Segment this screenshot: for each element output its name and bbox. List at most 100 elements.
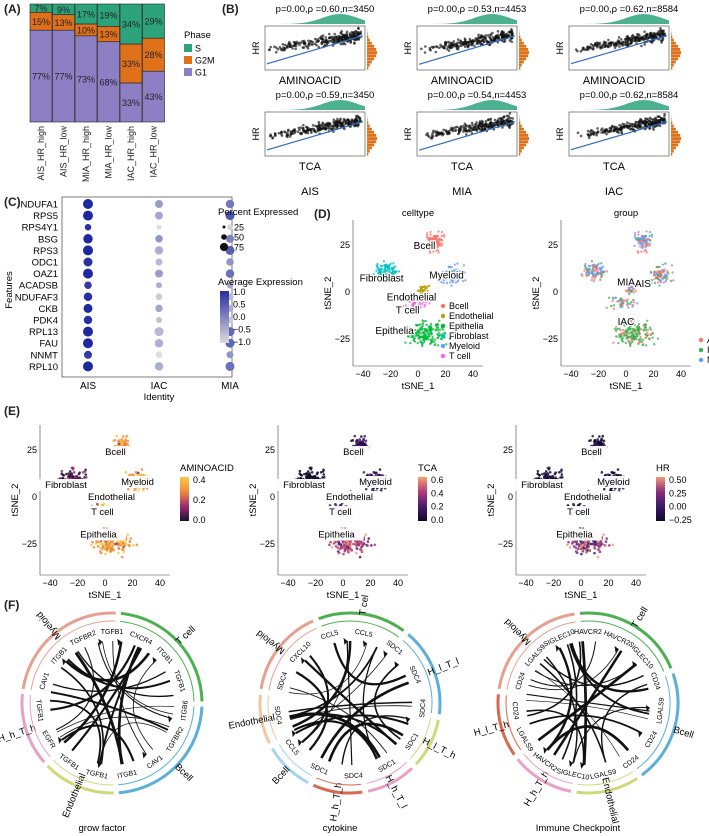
scatter-point xyxy=(632,124,636,128)
colorbar-0 xyxy=(180,477,189,521)
colorbar-tick-1-0: 0.6 xyxy=(431,475,444,485)
dotplot-xlabel: Identity xyxy=(144,392,175,403)
tsne-point xyxy=(642,328,646,332)
scatter-frame-1-0 xyxy=(264,111,366,157)
scatter-point xyxy=(625,121,629,124)
group-label-IAC: IAC xyxy=(605,186,623,198)
tsne-point xyxy=(628,335,631,339)
scatter-point xyxy=(634,120,638,124)
feature-point xyxy=(572,540,575,544)
tsne-x-tick-0-1: −20 xyxy=(383,369,398,379)
chord-gene-2-11: SIGLEC10 xyxy=(556,768,590,782)
legend-label-1-1: IAC xyxy=(707,345,709,355)
scatter-point xyxy=(329,39,333,43)
tsne-x-tick-0-4: 40 xyxy=(468,369,478,379)
tsne-x-tick-0-3: 20 xyxy=(440,369,450,379)
chord-gene-2-3: HAVCR2 xyxy=(574,629,602,636)
scatter-point xyxy=(661,32,664,36)
feature-point xyxy=(105,549,109,553)
feature-point xyxy=(355,551,358,555)
tsne-point xyxy=(418,298,421,301)
feature-point xyxy=(597,441,600,445)
scatter-point xyxy=(353,42,356,45)
tsne-point xyxy=(625,337,628,340)
chord-link xyxy=(333,642,407,686)
tsne-point xyxy=(628,332,631,335)
chord-link xyxy=(289,646,378,718)
tsne-point xyxy=(449,281,452,284)
chord-gene-0-11: TGFB1 xyxy=(85,769,109,781)
feature-point xyxy=(360,550,364,554)
tsne-point xyxy=(612,304,616,307)
feature-point xyxy=(102,546,106,550)
tsne-point xyxy=(616,327,619,331)
scatter-point xyxy=(633,39,637,43)
feature-point xyxy=(593,551,596,555)
scatter-point xyxy=(582,46,585,50)
colorbar-tick-0-2: 0.0 xyxy=(193,515,206,525)
feature-point xyxy=(111,540,114,544)
density-right-bar xyxy=(367,54,377,58)
tsne-point xyxy=(633,330,637,333)
scatter-point xyxy=(354,117,358,121)
tsne-point xyxy=(440,244,443,247)
scatter-point xyxy=(311,127,315,131)
scatter-point xyxy=(637,126,640,129)
scatter-point xyxy=(481,128,485,131)
density-right-bar xyxy=(367,140,377,144)
dot-RPL13-IAC xyxy=(154,327,164,337)
scatter-point xyxy=(592,130,596,134)
scatter-point xyxy=(654,116,657,120)
feature-point xyxy=(110,549,113,552)
bar-label-S-AIS_HR_high: 7% xyxy=(34,4,47,14)
scatter-point xyxy=(288,42,291,46)
scatter-point xyxy=(657,31,660,35)
scatter-point xyxy=(590,132,594,135)
scatter-point xyxy=(283,43,287,47)
tsne-point xyxy=(428,284,431,287)
bar-G1-AIS_HR_low xyxy=(52,29,75,123)
scatter-point xyxy=(278,46,282,49)
e-x-tick-1-4: 40 xyxy=(393,578,403,588)
chord-link xyxy=(132,659,157,750)
scatter-point xyxy=(618,127,622,130)
scatter-point xyxy=(320,35,323,38)
tsne-point xyxy=(405,328,409,331)
bar-label-G1-IAC_HR_low: 43% xyxy=(144,92,162,102)
scatter-point xyxy=(610,124,614,128)
tsne-point xyxy=(619,336,623,339)
feature-point xyxy=(92,546,96,549)
tsne-point xyxy=(404,307,407,311)
feature-point xyxy=(75,475,78,478)
e-y-tick-1-1: 0 xyxy=(270,492,275,502)
tsne-point xyxy=(645,251,648,254)
scatter-point xyxy=(623,123,626,126)
feature-point xyxy=(344,546,348,550)
tsne-point xyxy=(648,326,652,329)
tsne-point xyxy=(428,237,432,240)
legend-label-0-0: Bcell xyxy=(449,301,469,311)
chord-arrow xyxy=(152,656,157,664)
dot-NDUFAF3-AIS xyxy=(83,292,93,302)
tsne-point xyxy=(429,341,433,345)
tsne-point xyxy=(421,302,424,306)
tsne-point xyxy=(436,332,439,336)
chord-gene-1-12: SDC4 xyxy=(273,706,283,726)
chord-link xyxy=(289,687,388,754)
scatter-point xyxy=(320,124,324,128)
label-box-2-0 xyxy=(574,446,608,458)
bar-label-G1-MIA_HR_high: 73% xyxy=(77,74,95,84)
tsne-point xyxy=(609,304,613,308)
e-cluster-label-1-1: Fibroblast xyxy=(283,480,325,491)
density-right-bar xyxy=(671,60,676,64)
tsne-point xyxy=(662,281,666,284)
scatter-point xyxy=(288,135,292,138)
chart-b-scatter-grid: p=0.00,ρ =0.60,n=3450HRAMINOACIDp=0.00,ρ… xyxy=(251,4,681,198)
tsne-point xyxy=(666,271,669,274)
dot-NDUFA1-IAC xyxy=(155,200,163,208)
tsne-point xyxy=(650,233,653,236)
e-cluster-label-2-4: T cell xyxy=(567,507,590,518)
tsne-point xyxy=(605,270,609,273)
feature-point xyxy=(372,471,376,474)
chord-arrow xyxy=(58,736,63,744)
